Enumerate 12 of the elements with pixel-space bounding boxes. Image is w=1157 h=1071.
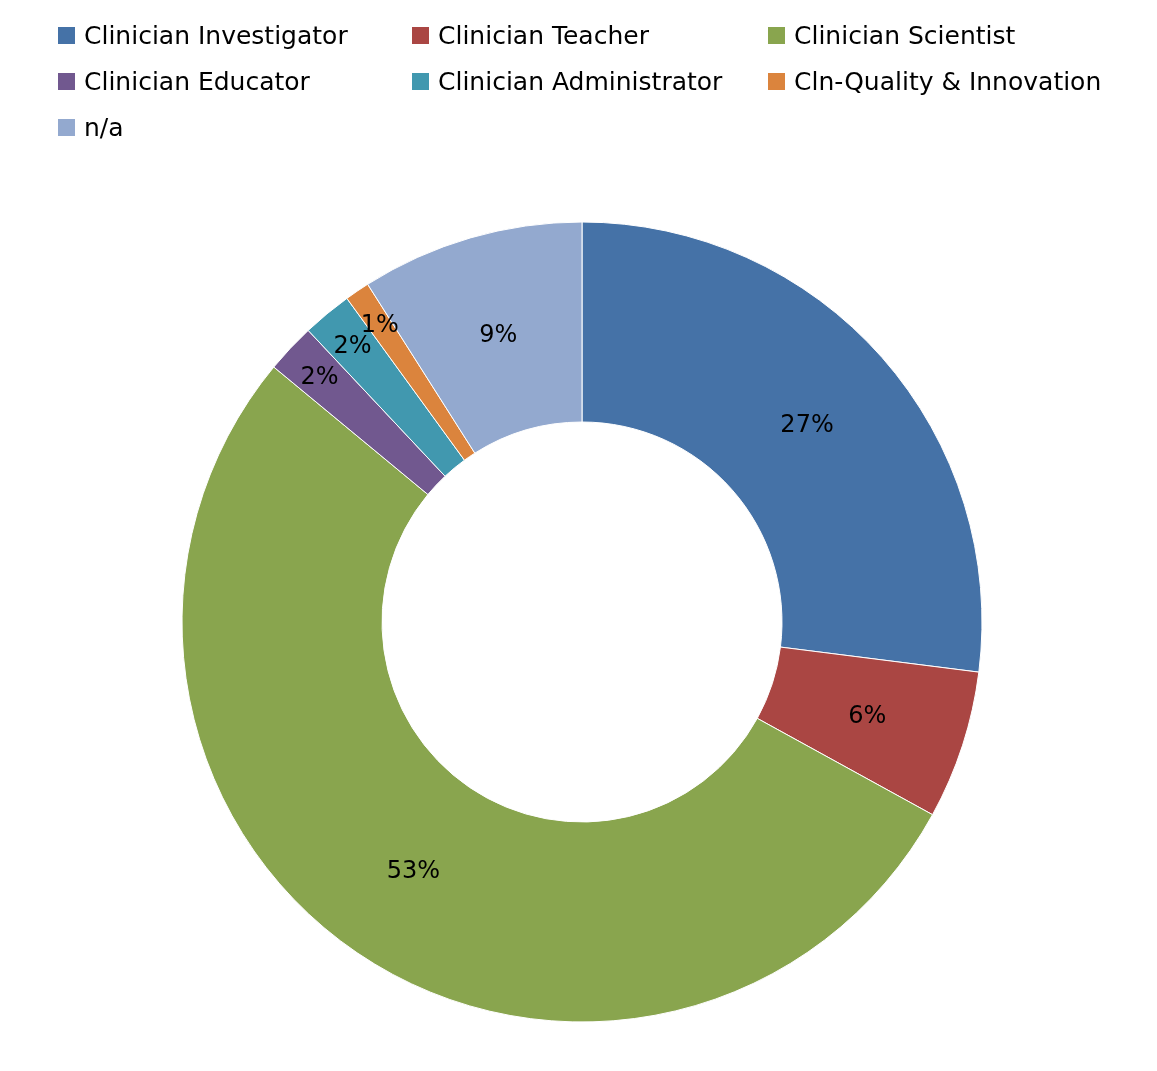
data-label: 9% [479,319,518,348]
data-label: 27% [780,409,834,438]
legend-label: Cln-Quality & Innovation [794,66,1102,96]
data-label: 53% [386,856,441,885]
legend-label: Clinician Educator [84,66,311,96]
legend-label: Clinician Investigator [84,20,349,50]
data-label: 6% [848,700,887,729]
legend-label: Clinician Scientist [794,20,1016,50]
legend-label: Clinician Administrator [438,66,724,96]
data-label: 2% [300,361,339,390]
legend-label: n/a [84,112,124,142]
legend-label: Clinician Teacher [438,20,650,50]
